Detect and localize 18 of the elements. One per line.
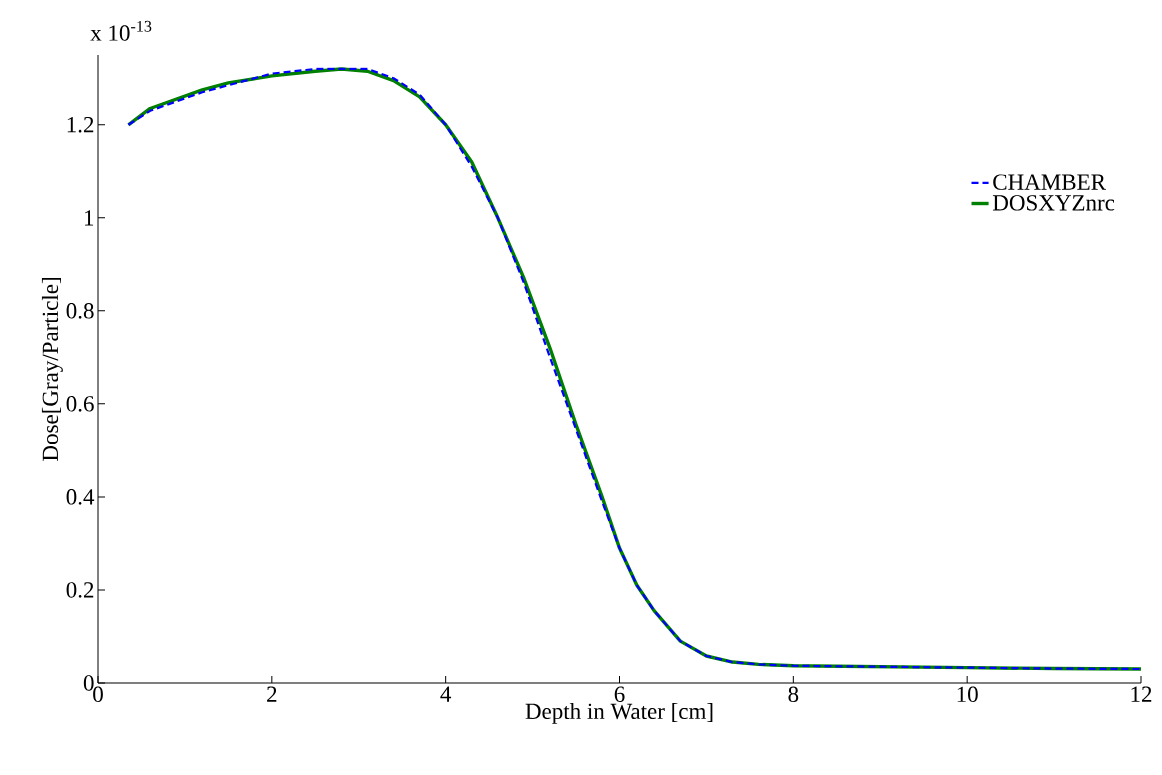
legend-label: CHAMBER: [993, 174, 1106, 190]
x-tick-label: 12: [1131, 686, 1152, 702]
y-tick-label: 0.8: [66, 303, 94, 319]
legend-label: DOSXYZnrc: [992, 195, 1115, 211]
x-tick-label: 6: [614, 686, 625, 702]
y-tick-label: 1.2: [67, 116, 94, 133]
x-tick-label: 4: [440, 686, 452, 702]
x-tick-label: 8: [788, 686, 799, 703]
y-tick-label: 0: [83, 675, 94, 691]
x-tick-label: 10: [957, 686, 978, 703]
text: x 10$^{-13}$: [90, 20, 152, 41]
y-tick-label: 1: [85, 210, 94, 226]
x-tick-label: 2: [267, 686, 277, 702]
y-tick-label: 0.4: [66, 489, 95, 505]
x-axis-title: Depth in Water [cm]: [525, 702, 713, 724]
y-tick-label: 0.2: [66, 582, 94, 598]
y-axis-title: Dose[Gray/Particle]: [41, 278, 63, 461]
y-tick-label: 0.6: [66, 396, 94, 412]
